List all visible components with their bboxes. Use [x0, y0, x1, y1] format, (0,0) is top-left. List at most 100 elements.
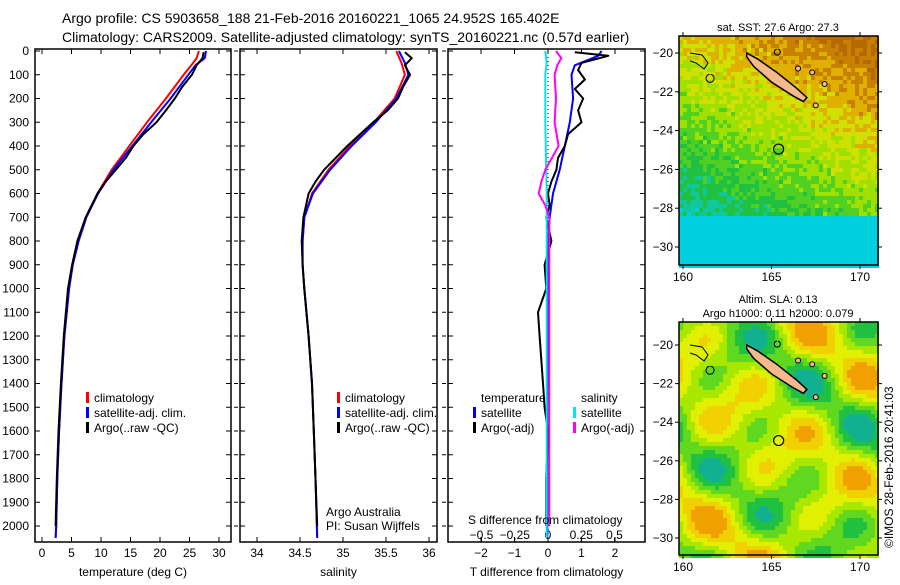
map-cell: [723, 490, 727, 494]
map-cell: [799, 108, 803, 112]
map-cell: [715, 390, 719, 394]
map-cell: [763, 124, 767, 128]
map-cell: [775, 88, 779, 92]
map-cell: [791, 422, 795, 426]
map-cell: [759, 406, 763, 410]
map-cell: [791, 220, 795, 224]
map-cell: [707, 236, 711, 240]
map-cell: [699, 506, 703, 510]
map-cell: [719, 338, 723, 342]
map-cell: [867, 248, 871, 252]
map-cell: [799, 80, 803, 84]
map-cell: [715, 108, 719, 112]
map-cell: [775, 502, 779, 506]
map-cell: [751, 232, 755, 236]
map-cell: [719, 446, 723, 450]
map-cell: [695, 116, 699, 120]
map-cell: [759, 342, 763, 346]
map-cell: [731, 120, 735, 124]
map-cell: [767, 326, 771, 330]
map-cell: [831, 108, 835, 112]
map-cell: [703, 426, 707, 430]
map-cell: [691, 140, 695, 144]
map-cell: [747, 164, 751, 168]
map-cell: [735, 326, 739, 330]
map-cell: [815, 40, 819, 44]
map-cell: [783, 212, 787, 216]
annotation-pi: PI: Susan Wijffels: [326, 519, 420, 533]
map-cell: [707, 88, 711, 92]
map-cell: [843, 236, 847, 240]
map-cell: [727, 442, 731, 446]
map-cell: [727, 196, 731, 200]
map-cell: [859, 124, 863, 128]
map-cell: [847, 52, 851, 56]
map-cell: [807, 48, 811, 52]
map-cell: [735, 394, 739, 398]
map-cell: [715, 228, 719, 232]
map-cell: [763, 522, 767, 526]
map-cell: [747, 180, 751, 184]
map-cell: [719, 462, 723, 466]
map-cell: [819, 184, 823, 188]
map-cell: [831, 200, 835, 204]
map-cell: [711, 410, 715, 414]
map-cell: [691, 362, 695, 366]
map-cell: [763, 386, 767, 390]
map-cell: [687, 56, 691, 60]
map-cell: [791, 550, 795, 554]
map-cell: [847, 112, 851, 116]
map-cell: [807, 132, 811, 136]
map-cell: [727, 434, 731, 438]
map-cell: [867, 204, 871, 208]
map-cell: [787, 172, 791, 176]
map-cell: [695, 478, 699, 482]
map-cell: [695, 378, 699, 382]
map-cell: [775, 458, 779, 462]
map-cell: [747, 220, 751, 224]
map-cell: [711, 224, 715, 228]
map-cell: [691, 192, 695, 196]
map-cell: [683, 104, 687, 108]
map-cell: [811, 168, 815, 172]
map-cell: [683, 346, 687, 350]
map-cell: [711, 538, 715, 542]
map-cell: [735, 88, 739, 92]
map-cell: [747, 172, 751, 176]
map-cell: [779, 502, 783, 506]
map-cell: [851, 156, 855, 160]
map-cell: [731, 216, 735, 220]
map-cell: [779, 260, 783, 264]
map-cell: [783, 534, 787, 538]
map-cell: [795, 128, 799, 132]
map-cell: [819, 180, 823, 184]
map-cell: [727, 220, 731, 224]
map-cell: [779, 180, 783, 184]
map-cell: [703, 462, 707, 466]
map-cell: [751, 422, 755, 426]
map-cell: [867, 228, 871, 232]
map-cell: [763, 120, 767, 124]
map-cell: [827, 232, 831, 236]
map-cell: [707, 128, 711, 132]
map-cell: [759, 100, 763, 104]
map-cell: [755, 426, 759, 430]
map-cell: [727, 458, 731, 462]
map-cell: [731, 334, 735, 338]
map-cell: [819, 128, 823, 132]
map-cell: [707, 454, 711, 458]
map-cell: [691, 454, 695, 458]
map-cell: [791, 248, 795, 252]
map-cell: [743, 534, 747, 538]
map-cell: [703, 330, 707, 334]
map-cell: [751, 342, 755, 346]
map-cell: [687, 446, 691, 450]
lat-tick-label: −28: [653, 201, 674, 215]
map-cell: [783, 406, 787, 410]
map-cell: [787, 240, 791, 244]
map-cell: [787, 212, 791, 216]
map-cell: [731, 252, 735, 256]
map-cell: [855, 40, 859, 44]
map-cell: [699, 88, 703, 92]
map-cell: [783, 526, 787, 530]
